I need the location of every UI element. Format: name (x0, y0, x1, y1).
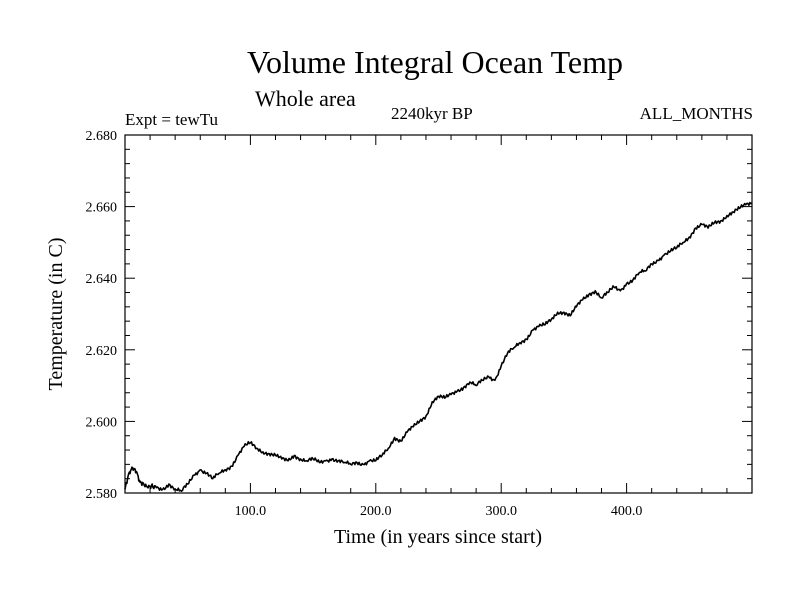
x-axis-title: Time (in years since start) (334, 526, 542, 548)
x-tick-label: 300.0 (485, 504, 517, 519)
chart-title: Volume Integral Ocean Temp (246, 44, 623, 80)
y-tick-label: 2.620 (86, 344, 118, 359)
x-tick-label: 100.0 (235, 504, 267, 519)
date-label: 2240kyr BP (391, 104, 473, 123)
y-tick-label: 2.660 (86, 201, 118, 216)
experiment-label: Expt = tewTu (125, 110, 219, 129)
chart-subtitle: Whole area (255, 86, 356, 111)
x-tick-label: 200.0 (360, 504, 392, 519)
x-tick-label: 400.0 (611, 504, 643, 519)
months-label: ALL_MONTHS (639, 104, 753, 123)
plot-frame (124, 134, 753, 494)
y-axis-title: Temperature (in C) (45, 238, 67, 391)
y-tick-label: 2.580 (86, 487, 118, 502)
axis-tick-labels: 100.0 200.0 300.0 400.0 2.580 2.600 2.620 2.640… (86, 129, 643, 519)
y-tick-label: 2.600 (86, 415, 118, 430)
y-tick-label: 2.640 (86, 272, 118, 287)
y-tick-label: 2.680 (86, 129, 118, 144)
series-line (124, 201, 753, 493)
axis-ticks (125, 135, 752, 493)
